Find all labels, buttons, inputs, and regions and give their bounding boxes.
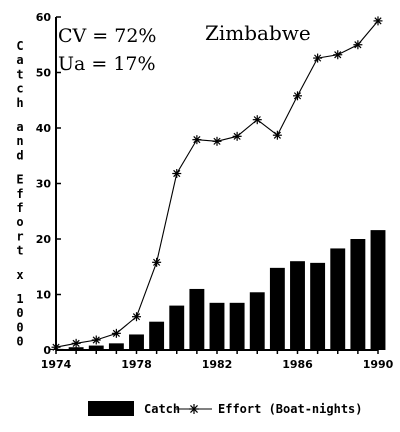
axes [55,16,379,354]
asterisk-stroke [354,41,362,49]
catch-bar [269,267,285,350]
x-tick-label: 1990 [363,358,394,371]
y-label-letter: a [16,53,23,67]
y-label-letter: h [16,96,23,110]
asterisk-stroke [132,313,141,321]
y-label-letter: x [16,268,23,282]
y-tick-label: 10 [36,289,52,302]
catch-bar [149,321,165,350]
chart-title: Zimbabwe [205,21,311,45]
x-tick-label: 1978 [121,358,152,371]
asterisk-stroke [112,329,120,337]
asterisk-stroke [314,54,322,62]
legend-catch-swatch [88,401,134,416]
effort-point [152,257,162,267]
cv-annotation: CV = 72% [58,25,157,47]
y-label-letter: c [16,82,23,96]
y-label-letter: n [16,134,23,148]
x-tick-label: 1982 [202,358,233,371]
y-label-letter: r [16,229,23,243]
ua-annotation: Ua = 17% [58,53,156,75]
y-label-letter: E [16,173,23,187]
effort-point [212,136,222,146]
y-label-letter: t [16,244,23,258]
asterisk-stroke [374,17,382,25]
catch-bar [129,334,144,350]
asterisk-stroke [233,132,241,140]
effort-point [91,335,101,345]
y-label-letter: 1 [16,292,23,306]
effort-point [293,91,302,101]
catch-bars [48,230,386,350]
y-label-letter: f [16,201,23,215]
legend: Catch Effort (Boat-nights) [88,401,363,416]
x-tick-labels: 1974 1978 1982 1986 1990 [41,358,394,371]
effort-point [111,328,121,338]
effort-series [51,16,383,352]
asterisk-stroke [193,136,201,144]
effort-point [71,338,81,348]
effort-point [232,131,242,141]
y-tick-label: 60 [36,11,52,24]
effort-point [333,50,343,60]
legend-effort-marker [189,404,199,414]
catch-bar [189,288,205,350]
asterisk-stroke [92,336,100,344]
effort-point [313,53,323,63]
y-label-letter: f [16,187,23,201]
catch-bar [108,343,124,350]
catch-bar [68,347,84,350]
y-label-letter: 0 [16,320,23,334]
catch-bar [169,305,185,350]
y-label-letter: t [16,67,23,81]
asterisk-stroke [273,131,281,139]
y-label-letter: d [16,148,23,162]
catch-bar [350,239,366,350]
asterisk-stroke [190,405,198,413]
effort-point [252,115,262,125]
y-tick-label: 40 [36,122,52,135]
catch-bar [370,230,386,350]
asterisk-stroke [72,339,80,347]
catch-bar [310,262,326,350]
y-label-letter: C [16,39,23,53]
y-tick-label: 50 [36,67,52,80]
legend-catch-label: Catch [144,402,180,416]
legend-asterisk [189,404,199,414]
effort-point [192,135,202,145]
asterisk-stroke [334,51,342,59]
catch-bar [209,302,225,350]
x-tick-label: 1986 [282,358,313,371]
y-label-letter: 0 [16,306,23,320]
asterisk-stroke [153,258,161,266]
catch-bar [249,292,265,350]
catch-bar [330,248,346,350]
catch-bar [290,261,305,350]
asterisk-stroke [293,92,302,100]
asterisk-stroke [253,116,261,124]
y-tick-label: 0 [43,344,51,357]
catch-bar [229,302,245,350]
effort-point [353,40,363,50]
asterisk-stroke [213,137,221,145]
legend-effort-label: Effort (Boat-nights) [218,402,363,416]
y-label-letter: a [16,120,23,134]
effort-point [172,169,182,179]
y-label-letter: o [16,215,23,229]
effort-point [132,312,141,322]
y-tick-labels: 0 10 20 30 40 50 60 [36,11,52,357]
y-tick-label: 20 [36,233,52,246]
x-tick-label: 1974 [41,358,72,371]
asterisk-stroke [173,169,181,178]
effort-point [373,16,383,26]
y-label-letter: 0 [16,335,23,349]
effort-point [272,130,282,140]
catch-bar [88,345,104,350]
y-tick-label: 30 [36,178,52,191]
